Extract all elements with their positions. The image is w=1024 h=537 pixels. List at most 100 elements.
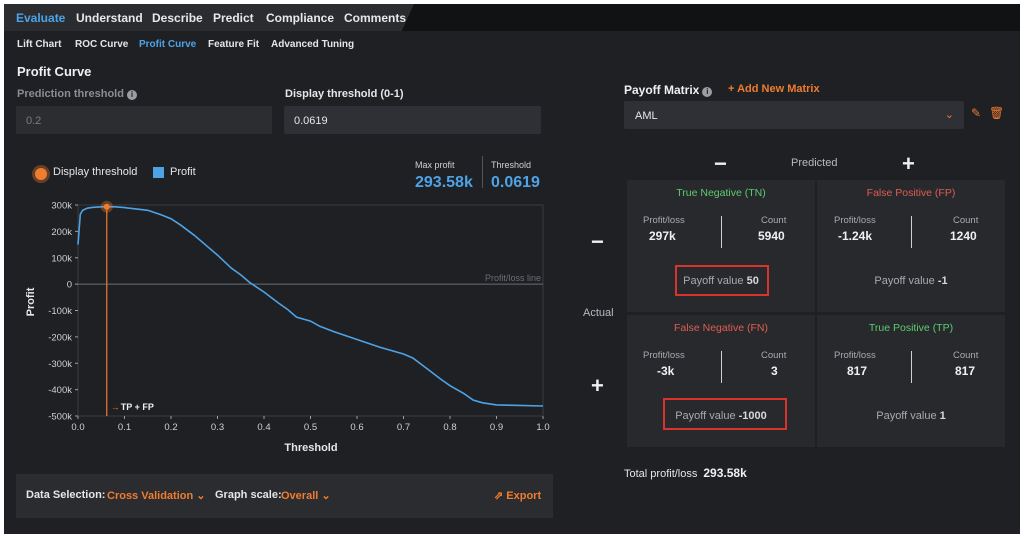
subtab-profit-curve[interactable]: Profit Curve <box>139 39 197 50</box>
y-axis-label: Profit <box>25 287 37 316</box>
predicted-axis-label: Predicted <box>791 157 838 169</box>
graph-scale-value: Overall <box>281 490 319 502</box>
tp-fp-label: TP + FP <box>121 402 154 412</box>
count-label: Count <box>761 215 787 226</box>
plot-frame <box>77 204 544 417</box>
payoff-value[interactable]: Payoff value -1000 <box>627 410 815 422</box>
subtab-feature-fit[interactable]: Feature Fit <box>208 39 260 50</box>
tab-understand[interactable]: Understand <box>76 11 143 25</box>
chevron-down-icon: ⌄ <box>196 490 206 502</box>
legend-profit-label: Profit <box>170 166 196 178</box>
export-button[interactable]: ⇗ Export <box>494 489 541 502</box>
payoff-value-label: Payoff value <box>675 410 736 422</box>
divider <box>721 216 722 248</box>
edit-icon[interactable]: ✎ <box>971 106 982 120</box>
payoff-value[interactable]: Payoff value 1 <box>817 410 1005 422</box>
max-profit-label: Max profit <box>415 160 455 170</box>
profit-loss-label: Profit/loss <box>643 215 685 226</box>
actual-axis-label: Actual <box>583 307 614 319</box>
x-tick-label: 0.8 <box>443 422 456 433</box>
tab-describe[interactable]: Describe <box>152 11 203 25</box>
info-icon[interactable]: i <box>702 87 713 97</box>
count-value: 1240 <box>950 229 977 243</box>
payoff-value-label: Payoff value <box>683 275 744 287</box>
tab-evaluate[interactable]: Evaluate <box>16 11 66 25</box>
total-value: 293.58k <box>703 466 747 480</box>
threshold-point[interactable] <box>103 203 110 210</box>
profit-series-line[interactable] <box>77 205 544 407</box>
profit-loss-label: Profit/loss <box>834 215 876 226</box>
threshold-marker-icon <box>35 168 47 180</box>
y-tick-label: 200k <box>51 227 72 238</box>
stat-divider <box>482 156 483 188</box>
count-label: Count <box>761 350 787 361</box>
add-new-matrix-button[interactable]: + Add New Matrix <box>728 83 820 95</box>
payoff-value[interactable]: Payoff value -1 <box>817 275 1005 287</box>
payoff-highlight-fn <box>663 398 787 430</box>
x-tick-label: 0.9 <box>490 422 503 433</box>
payoff-matrix-title-text: Payoff Matrix <box>624 83 700 97</box>
export-icon: ⇗ <box>494 490 504 502</box>
display-threshold-input[interactable]: 0.0619 <box>284 106 541 134</box>
max-profit-value: 293.58k <box>415 174 473 191</box>
subtab-advanced-tuning[interactable]: Advanced Tuning <box>271 39 355 50</box>
payoff-value-number: -1000 <box>738 410 767 422</box>
predicted-positive-sign: + <box>902 151 915 176</box>
tab-predict[interactable]: Predict <box>213 11 254 25</box>
divider <box>911 216 912 248</box>
cell-false-positive: False Positive (FP) Profit/loss -1.24k C… <box>817 180 1005 312</box>
y-tick-label: 100k <box>51 253 72 264</box>
count-value: 5940 <box>758 229 785 243</box>
profit-loss-label: Profit/loss <box>834 350 876 361</box>
matrix-select-value: AML <box>635 110 658 122</box>
threshold-stat-label: Threshold <box>491 160 532 170</box>
count-value: 817 <box>955 364 976 378</box>
y-tick-label: 0 <box>67 280 72 291</box>
profit-curve-chart[interactable]: 300k200k100k0-100k-200k-300k-400k-500k0.… <box>14 190 564 458</box>
threshold-stat-value: 0.0619 <box>491 174 540 191</box>
tab-comments[interactable]: Comments <box>344 11 407 25</box>
cell-true-positive: True Positive (TP) Profit/loss 817 Count… <box>817 315 1005 447</box>
cell-title: False Positive (FP) <box>866 187 956 199</box>
x-tick-label: 0.6 <box>350 422 363 433</box>
count-label: Count <box>953 350 979 361</box>
count-value: 3 <box>771 364 778 378</box>
subtab-lift-chart[interactable]: Lift Chart <box>17 39 62 50</box>
profit-loss-value: -1.24k <box>838 229 873 243</box>
payoff-value[interactable]: Payoff value 50 <box>627 275 815 287</box>
trash-icon[interactable]: 🗑 <box>989 106 1005 120</box>
prediction-threshold-field: 0.2 <box>16 106 272 134</box>
tab-compliance[interactable]: Compliance <box>266 11 335 25</box>
chevron-down-icon: ⌄ <box>944 109 954 121</box>
display-threshold-label: Display threshold (0-1) <box>285 88 404 100</box>
export-label: Export <box>506 490 542 502</box>
profit-loss-line-label: Profit/loss line <box>485 273 541 283</box>
app-window: Evaluate Understand Describe Predict Com… <box>4 4 1020 534</box>
profit-legend-icon <box>153 167 164 178</box>
data-selection-value: Cross Validation <box>107 490 194 502</box>
matrix-select[interactable]: AML ⌄ <box>624 101 964 129</box>
actual-positive-sign: + <box>591 373 604 398</box>
graph-scale-label: Graph scale: <box>215 489 282 501</box>
x-tick-label: 0.3 <box>211 422 224 433</box>
subtab-roc-curve[interactable]: ROC Curve <box>75 39 129 50</box>
payoff-value-number: 1 <box>939 410 946 422</box>
payoff-highlight-tn <box>675 265 769 296</box>
add-matrix-label: Add New Matrix <box>737 83 820 95</box>
data-selection-label: Data Selection: <box>26 489 106 501</box>
cell-title: True Positive (TP) <box>868 322 954 334</box>
graph-scale-dropdown[interactable]: Overall ⌄ <box>281 489 331 502</box>
prediction-threshold-text: Prediction threshold <box>17 88 124 100</box>
y-tick-label: -500k <box>48 412 72 423</box>
total-profit-loss: Total profit/loss 293.58k <box>624 466 747 480</box>
profit-loss-value: 297k <box>649 229 676 243</box>
y-tick-label: -300k <box>48 359 72 370</box>
profit-loss-label: Profit/loss <box>643 350 685 361</box>
profit-loss-value: -3k <box>657 364 675 378</box>
payoff-value-number: -1 <box>937 275 948 287</box>
data-selection-dropdown[interactable]: Cross Validation ⌄ <box>107 489 205 502</box>
y-tick-label: 300k <box>51 201 72 212</box>
info-icon[interactable]: i <box>126 90 137 100</box>
tp-fp-arrow-icon: → <box>111 402 120 412</box>
legend-threshold-label: Display threshold <box>53 166 138 178</box>
